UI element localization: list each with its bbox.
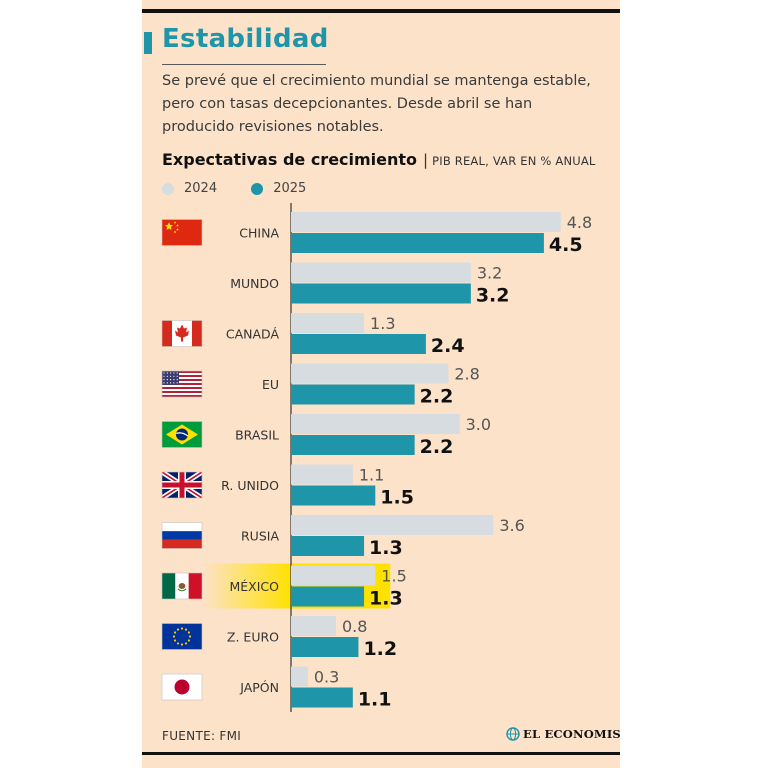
value-label-2025: 1.5 [380, 487, 414, 509]
value-label-2024: 3.2 [477, 264, 502, 283]
page-title: Estabilidad [162, 24, 329, 54]
value-label-2024: 3.6 [499, 516, 524, 535]
logo-text: EL ECONOMISTA [523, 727, 620, 741]
category-label: JAPÓN [239, 680, 279, 695]
value-label-2025: 1.3 [369, 588, 403, 610]
bar-2025 [291, 384, 415, 405]
value-label-2024: 0.3 [314, 668, 339, 687]
bar-2025 [291, 637, 359, 657]
category-label: RUSIA [241, 529, 279, 544]
value-label-2024: 1.1 [359, 466, 384, 485]
category-label: BRASIL [235, 428, 279, 443]
uk-flag-icon [161, 471, 203, 499]
publisher-logo: EL ECONOMISTA [506, 727, 620, 741]
usa-flag-icon [161, 370, 203, 398]
china-flag-icon [161, 219, 203, 246]
source-note: FUENTE: FMI [162, 729, 242, 743]
highlight-band-label [202, 563, 291, 609]
value-label-2024: 4.8 [567, 213, 592, 232]
bar-chart: 4.84.5CHINA3.23.2MUNDO1.32.4CANADÁ2.82.2… [161, 203, 592, 712]
legend-label-2025: 2025 [273, 181, 307, 196]
infographic-card: Estabilidad Se prevé que el crecimiento … [142, 0, 620, 768]
bar-2025 [291, 485, 376, 506]
value-label-2024: 1.5 [381, 567, 406, 586]
top-rule [142, 9, 620, 13]
category-label: R. UNIDO [221, 478, 279, 493]
japan-flag-icon [161, 673, 203, 701]
bar-2025 [291, 687, 353, 708]
category-label: CANADÁ [226, 327, 280, 342]
value-label-2024: 0.8 [342, 617, 367, 636]
chart-unit-label: PIB REAL, VAR EN % ANUAL [432, 154, 596, 168]
heading-separator: | [423, 151, 429, 169]
bar-2025 [291, 334, 426, 354]
value-label-2025: 2.2 [420, 436, 454, 458]
canada-flag-icon [161, 320, 203, 347]
bar-2024 [291, 616, 336, 636]
russia-flag-icon [161, 522, 203, 549]
bar-2024 [291, 515, 494, 535]
value-label-2025: 1.1 [358, 689, 392, 711]
bar-2024 [291, 565, 376, 586]
value-label-2025: 1.2 [363, 638, 397, 660]
value-label-2024: 2.8 [454, 365, 479, 384]
bar-2025 [291, 233, 544, 253]
bar-2024 [291, 414, 460, 434]
category-label: Z. EURO [227, 630, 279, 645]
value-label-2024: 3.0 [466, 415, 491, 434]
globe-icon [506, 727, 520, 741]
legend-item-2025: 2025 [251, 181, 306, 196]
chart-legend: 2024 2025 [162, 181, 336, 199]
value-label-2025: 3.2 [476, 285, 510, 307]
bar-2024 [291, 464, 353, 485]
legend-item-2024: 2024 [162, 181, 217, 196]
mexico-flag-icon [161, 572, 203, 600]
category-label: EU [262, 377, 279, 392]
title-accent-bar [144, 32, 152, 54]
bar-2025 [291, 586, 365, 607]
value-label-2025: 4.5 [549, 234, 583, 256]
bar-2024 [291, 212, 561, 232]
value-label-2025: 2.4 [431, 335, 465, 357]
chart-heading-title: Expectativas de crecimiento [162, 150, 418, 169]
category-label: MÉXICO [230, 579, 280, 594]
category-label: MUNDO [230, 276, 279, 291]
bar-2025 [291, 536, 365, 556]
legend-label-2024: 2024 [184, 181, 218, 196]
bar-2024 [291, 262, 471, 283]
value-label-2025: 1.3 [369, 537, 403, 559]
brazil-flag-icon [161, 421, 203, 448]
bottom-rule [142, 752, 620, 755]
bar-2025 [291, 435, 415, 455]
bar-2025 [291, 283, 471, 304]
value-label-2025: 2.2 [420, 386, 454, 408]
value-label-2024: 1.3 [370, 314, 395, 333]
title-underline [162, 64, 326, 65]
chart-heading: Expectativas de crecimiento | PIB REAL, VA… [162, 150, 596, 169]
bar-2024 [291, 363, 449, 384]
bar-2024 [291, 666, 308, 687]
eu-flag-icon [161, 623, 203, 650]
bar-2024 [291, 313, 365, 333]
subtitle: Se prevé que el crecimiento mundial se m… [162, 73, 591, 135]
legend-swatch-2024 [162, 182, 174, 195]
category-label: CHINA [239, 226, 279, 241]
legend-swatch-2025 [251, 182, 264, 195]
